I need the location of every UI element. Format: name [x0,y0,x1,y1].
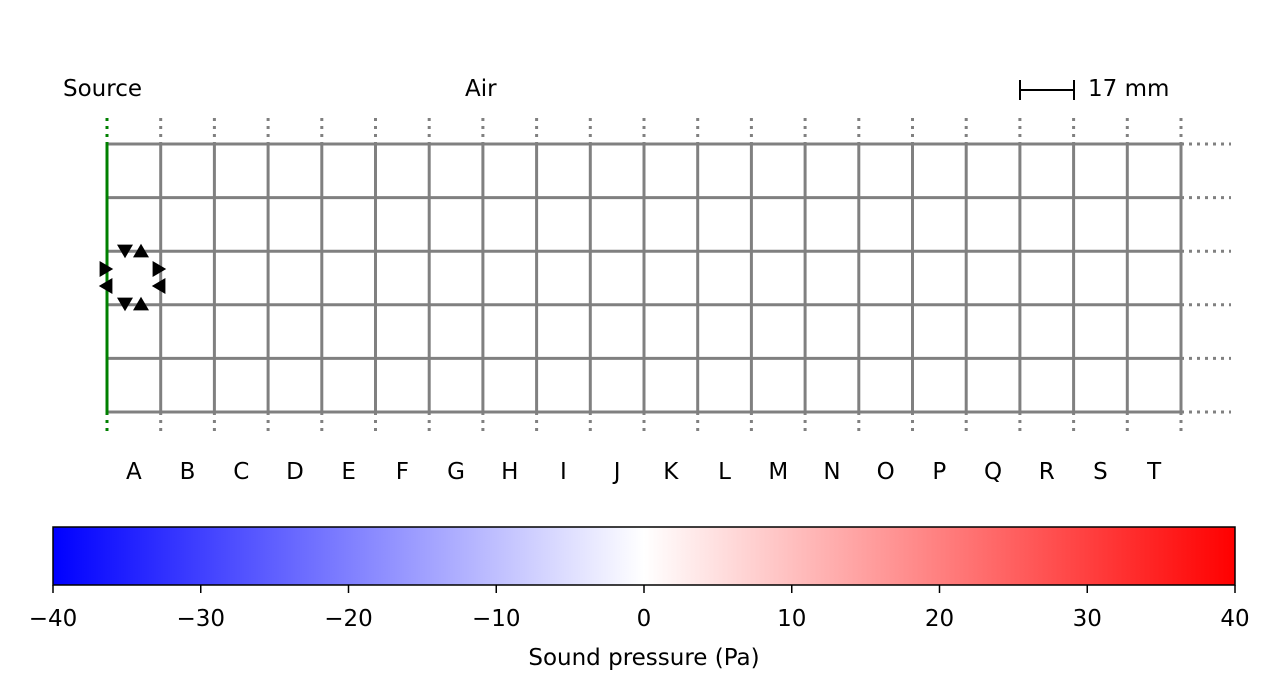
column-label: F [396,459,409,485]
source-label: Source [63,76,142,102]
column-label: O [877,459,895,485]
triangle-icon [99,261,114,277]
column-label: R [1039,459,1055,485]
colorbar-tick-label: −20 [324,606,373,632]
column-label: C [233,459,249,485]
column-label: P [932,459,946,485]
column-label: N [823,459,840,485]
colorbar-ticks: −40 −30 −20 −10 0 10 20 30 40 [29,585,1250,632]
triangle-icon [133,243,149,258]
triangle-icon [98,278,113,294]
colorbar-tick-label: 10 [777,606,806,632]
colorbar-tick-label: 20 [925,606,954,632]
column-label: T [1146,459,1162,485]
column-label: L [718,459,731,485]
scale-bar: 17 mm [1019,76,1169,102]
medium-label: Air [465,76,497,102]
column-label: S [1093,459,1108,485]
colorbar-tick-label: 40 [1220,606,1249,632]
colorbar: −40 −30 −20 −10 0 10 20 30 40 Sound pressure (Pa… [29,526,1250,671]
column-label: M [768,459,788,485]
column-label: K [663,459,679,485]
column-label: I [560,459,567,485]
triangle-icon [117,244,133,259]
colorbar-label: Sound pressure (Pa) [528,645,759,671]
scale-label: 17 mm [1088,76,1169,102]
triangle-icon [152,261,167,277]
colorbar-tick-label: −40 [29,606,78,632]
column-label: Q [984,459,1002,485]
triangle-icon [117,297,133,312]
column-label: J [612,459,621,485]
column-label: H [501,459,518,485]
column-label: G [447,459,465,485]
colorbar-tick-label: 30 [1073,606,1102,632]
triangle-icon [151,278,166,294]
column-label: E [341,459,356,485]
column-label: B [180,459,196,485]
colorbar-gradient [52,526,1236,586]
grid [105,118,1231,436]
colorbar-tick-label: −10 [472,606,521,632]
wave-markers [98,243,167,312]
column-label: D [286,459,304,485]
colorbar-tick-label: 0 [637,606,652,632]
column-label: A [126,459,142,485]
column-labels: A B C D E F G H I J K L M N O P Q R S T [126,459,1162,485]
triangle-icon [133,296,149,311]
colorbar-tick-label: −30 [176,606,225,632]
